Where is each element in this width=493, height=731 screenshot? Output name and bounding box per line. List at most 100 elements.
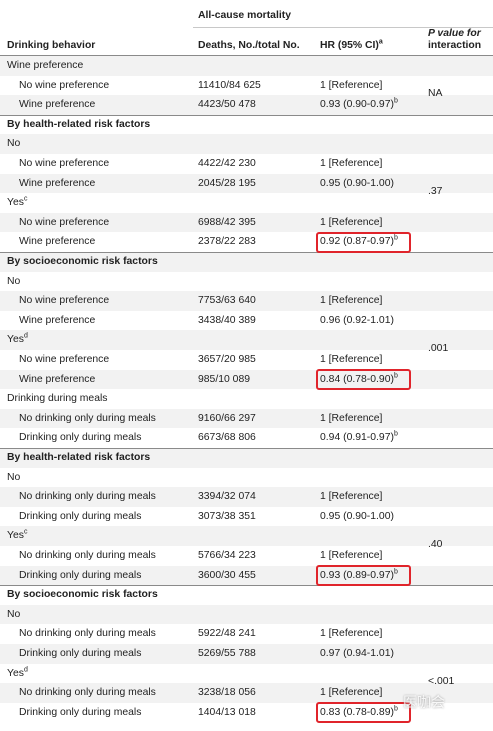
table-row: Drinking only during meals 1404/13 018 0.8… — [0, 703, 493, 723]
section-row: By socioeconomic risk factors — [0, 252, 493, 272]
deaths-cell: 4422/42 230 — [198, 158, 256, 169]
hr-cell: 1 [Reference] — [320, 295, 383, 307]
hr-cell: 1 [Reference] — [320, 687, 383, 699]
hr-cell: 1 [Reference] — [320, 158, 383, 169]
row-label: No wine preference — [19, 295, 110, 307]
table-row: Wine preference 3438/40 389 0.96 (0.92-1.0… — [0, 311, 493, 331]
section-rule — [0, 448, 493, 449]
section-row: By health-related risk factors — [0, 448, 493, 468]
hr-cell: 1 [Reference] — [320, 412, 383, 424]
deaths-cell: 9160/66 297 — [198, 412, 256, 424]
row-label: No wine preference — [19, 354, 110, 365]
section-rule — [0, 252, 493, 253]
hr-cell: 0.93 (0.90-0.97)b — [320, 97, 398, 111]
col-hr: HR (95% CI)a — [320, 38, 383, 51]
table-row: Yesd — [0, 664, 493, 684]
hr-cell: 0.95 (0.90-1.00) — [320, 177, 394, 189]
hr-cell: 0.95 (0.90-1.00) — [320, 510, 394, 522]
table-row: No drinking only during meals 5922/48 241… — [0, 624, 493, 644]
hr-cell: 0.93 (0.89-0.97)b — [320, 568, 398, 581]
table-row: Yesd — [0, 330, 493, 350]
pvalue: <.001 — [428, 676, 455, 688]
table-row: Drinking only during meals 6673/68 806 0.9… — [0, 428, 493, 448]
col-drinking-behavior: Drinking behavior — [7, 40, 96, 51]
table-row: No drinking only during meals 3394/32 074… — [0, 487, 493, 507]
watermark: 医咖会 — [403, 694, 445, 710]
deaths-cell: 3238/18 056 — [198, 687, 256, 699]
hr-cell: 0.97 (0.94-1.01) — [320, 648, 394, 659]
table-row: No wine preference 3657/20 985 1 [Referenc… — [0, 350, 493, 370]
deaths-cell: 3394/32 074 — [198, 491, 256, 503]
table-row: No drinking only during meals 3238/18 056… — [0, 683, 493, 703]
table-row: No wine preference 4422/42 230 1 [Referenc… — [0, 154, 493, 174]
table-row: No drinking only during meals 9160/66 297… — [0, 408, 493, 429]
header-group-rule — [193, 27, 493, 28]
table-row: No drinking only during meals 5766/34 223… — [0, 546, 493, 566]
row-label: Drinking only during meals — [19, 510, 142, 522]
deaths-cell: 3600/30 455 — [198, 569, 256, 581]
deaths-cell: 7753/63 640 — [198, 295, 256, 307]
table-row: No — [0, 134, 493, 154]
row-label: Yesc — [7, 195, 28, 209]
section-rule — [0, 114, 493, 116]
row-label: No wine preference — [19, 216, 110, 228]
row-label: Wine preference — [19, 177, 96, 189]
pvalue: .001 — [428, 343, 449, 355]
row-label: Wine preference — [19, 314, 96, 326]
row-label: No drinking only during meals — [19, 550, 156, 561]
col-pvalue-line2: interaction — [428, 40, 482, 51]
deaths-cell: 2045/28 195 — [198, 177, 256, 189]
deaths-cell: 5766/34 223 — [198, 550, 256, 561]
deaths-cell: 11410/84 625 — [198, 79, 261, 91]
col-pvalue-line1: P value for — [428, 28, 481, 39]
row-label: Wine preference — [7, 60, 84, 71]
row-label: Wine preference — [19, 373, 96, 385]
row-label: By socioeconomic risk factors — [7, 589, 158, 601]
hr-cell: 1 [Reference] — [320, 354, 383, 365]
highlight-box — [316, 369, 411, 391]
deaths-cell: 4423/50 478 — [198, 99, 256, 111]
row-label: No — [7, 138, 21, 150]
table-row: No — [0, 272, 493, 292]
row-label: Drinking during meals — [7, 393, 108, 405]
row-label: No drinking only during meals — [19, 412, 156, 424]
deaths-cell: 1404/13 018 — [198, 706, 256, 718]
table-row: No wine preference 6988/42 395 1 [Referenc… — [0, 212, 493, 233]
deaths-cell: 3657/20 985 — [198, 354, 256, 365]
highlight-box — [316, 702, 411, 724]
table-row: Yesc — [0, 526, 493, 546]
pvalue: .40 — [428, 539, 443, 551]
row-label: No wine preference — [19, 79, 110, 91]
table-row: Drinking only during meals 5269/55 788 0.9… — [0, 644, 493, 664]
table-row: No — [0, 604, 493, 625]
table-row: Drinking only during meals 3073/38 351 0.9… — [0, 507, 493, 527]
pvalue: NA — [428, 88, 443, 100]
highlight-box — [316, 565, 411, 587]
row-label: Drinking only during meals — [19, 706, 142, 718]
row-label: By health-related risk factors — [7, 118, 151, 130]
pvalue: .37 — [428, 186, 443, 198]
hr-cell: 1 [Reference] — [320, 550, 383, 561]
deaths-cell: 6988/42 395 — [198, 216, 256, 228]
hr-cell: 1 [Reference] — [320, 216, 383, 228]
row-label: By socioeconomic risk factors — [7, 256, 158, 267]
deaths-cell: 3438/40 389 — [198, 314, 256, 326]
highlight-box — [316, 231, 411, 253]
row-label: Yesc — [7, 528, 28, 542]
hr-cell: 0.92 (0.87-0.97)b — [320, 234, 398, 248]
table-row: Wine preference 2378/22 283 0.92 (0.87-0.9… — [0, 232, 493, 252]
deaths-cell: 5269/55 788 — [198, 648, 256, 659]
section-row: By socioeconomic risk factors — [0, 585, 493, 605]
group-label: All-cause mortality — [198, 10, 291, 21]
row-label: No — [7, 471, 21, 483]
hr-cell: 1 [Reference] — [320, 628, 383, 640]
table-row: Wine preference 4423/50 478 0.93 (0.90-0.9… — [0, 95, 493, 115]
row-label: No wine preference — [19, 158, 110, 169]
hr-cell: 0.84 (0.78-0.90)b — [320, 372, 398, 385]
header-rule — [0, 55, 493, 56]
row-label: Drinking only during meals — [19, 569, 142, 581]
row-label: Yesd — [7, 666, 28, 679]
row-label: No drinking only during meals — [19, 491, 156, 503]
table-row: Wine preference 985/10 089 0.84 (0.78-0.90… — [0, 369, 493, 390]
row-label: Yesd — [7, 332, 28, 346]
